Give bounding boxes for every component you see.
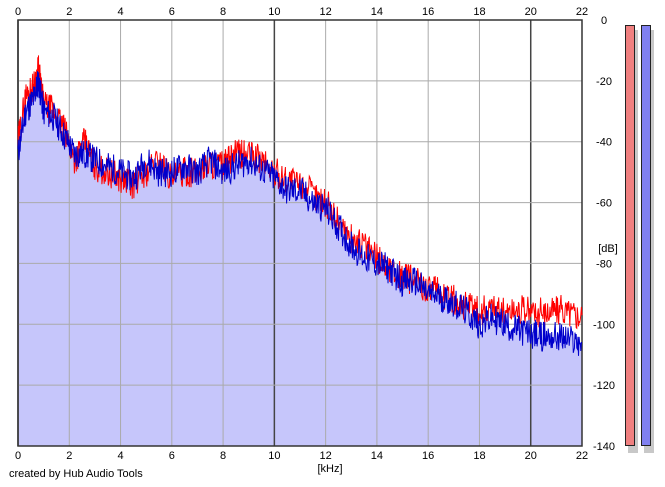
x-axis-label: [kHz] (317, 463, 342, 475)
x-ticks-bottom: 0 2 4 6 8 10 12 14 16 18 20 22 (15, 450, 588, 462)
x-tick-label-bottom: 18 (473, 450, 485, 462)
x-tick-label-top: 16 (422, 6, 434, 18)
x-tick-label-bottom: 8 (220, 450, 226, 462)
x-tick-label-top: 2 (66, 6, 72, 18)
x-tick-label-bottom: 10 (268, 450, 280, 462)
y-tick-label: -60 (596, 198, 612, 210)
plot-border (17, 19, 583, 447)
x-tick-label-bottom: 0 (15, 450, 21, 462)
x-tick-label-bottom: 20 (525, 450, 537, 462)
y-tick-label: -140 (593, 441, 615, 453)
x-tick-label-top: 8 (220, 6, 226, 18)
x-tick-label-top: 4 (117, 6, 123, 18)
y-tick-label: -20 (596, 76, 612, 88)
y-tick-label: 0 (601, 15, 607, 27)
x-tick-label-bottom: 16 (422, 450, 434, 462)
y-axis-label: [dB] (598, 243, 618, 255)
x-tick-label-top: 20 (525, 6, 537, 18)
x-tick-label-top: 12 (320, 6, 332, 18)
grid-layer (17, 19, 583, 447)
level-meter-right (641, 25, 651, 446)
x-tick-label-top: 18 (473, 6, 485, 18)
x-ticks-top: 0 2 4 6 8 10 12 14 16 18 20 22 (15, 6, 588, 18)
x-tick-label-top: 6 (169, 6, 175, 18)
x-tick-label-bottom: 22 (576, 450, 588, 462)
x-tick-label-top: 14 (371, 6, 383, 18)
y-tick-label: -80 (596, 258, 612, 270)
y-tick-label: -40 (596, 137, 612, 149)
x-tick-label-bottom: 12 (320, 450, 332, 462)
x-tick-label-bottom: 14 (371, 450, 383, 462)
level-meter-left (625, 25, 635, 446)
x-tick-label-bottom: 2 (66, 450, 72, 462)
series-layer (17, 55, 583, 356)
x-tick-label-top: 22 (576, 6, 588, 18)
x-tick-label-top: 10 (268, 6, 280, 18)
x-tick-label-bottom: 4 (117, 450, 123, 462)
series-blue-line (17, 71, 582, 356)
x-tick-label-bottom: 6 (169, 450, 175, 462)
y-ticks-right: 0 -20 -40 -60 -80 -100 -120 -140 (593, 15, 615, 453)
credit-text: created by Hub Audio Tools (9, 468, 143, 480)
y-tick-label: -100 (593, 319, 615, 331)
y-tick-label: -120 (593, 380, 615, 392)
x-tick-label-top: 0 (15, 6, 21, 18)
